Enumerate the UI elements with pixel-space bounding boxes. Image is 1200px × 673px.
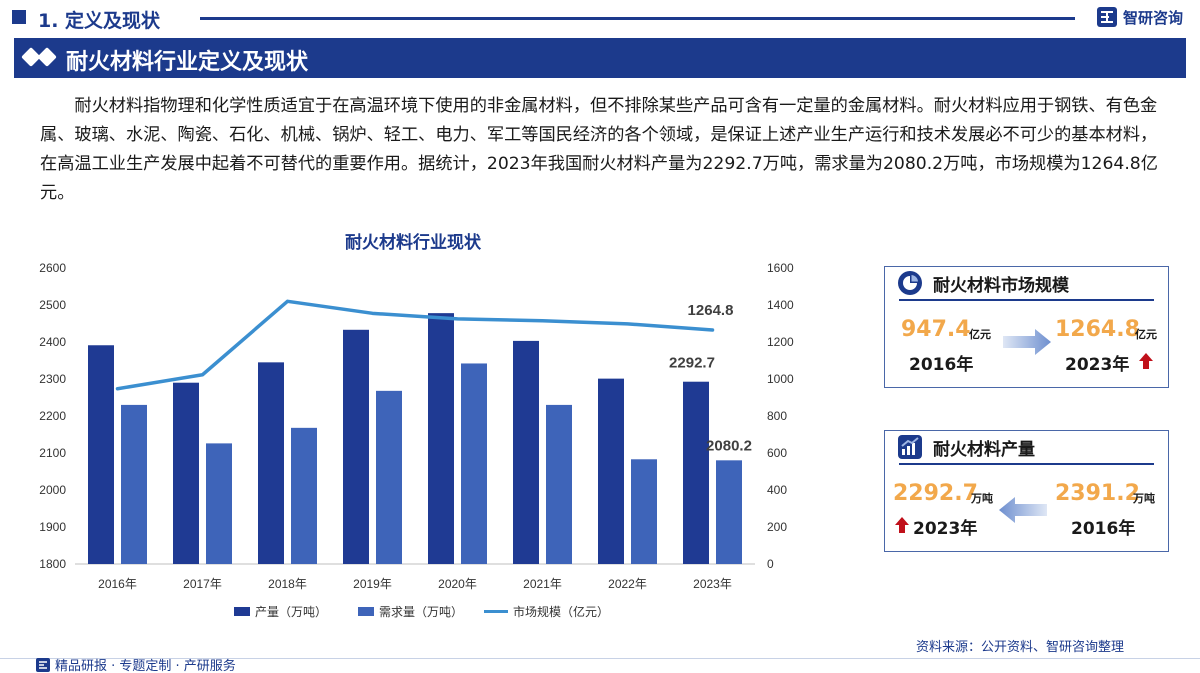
right-tick-label: 0 [767,557,774,571]
output-card-title: 耐火材料产量 [933,439,1035,460]
output-2016-unit: 万吨 [1133,492,1155,505]
footer-tagline: 精品研报 · 专题定制 · 产研服务 [36,655,236,673]
output-2016-value: 2391.2 [1055,481,1140,506]
production-bar [343,329,369,564]
source-note: 资料来源：公开资料、智研咨询整理 [916,640,1125,655]
output-2023-unit: 万吨 [971,492,993,505]
zhiyan-logo-icon [1097,7,1117,27]
production-bar [88,345,114,564]
left-tick-label: 2000 [39,483,66,497]
legend-swatch-demand [358,607,374,616]
x-tick-label: 2021年 [523,577,562,591]
market-size-line [115,299,715,391]
market-2023-unit: 亿元 [1135,328,1157,341]
top-bar: 1. 定义及现状 智研咨询 [0,0,1200,38]
demand-last-label: 2080.2 [706,437,752,454]
left-tick-label: 2600 [39,261,66,275]
x-tick-label: 2020年 [438,577,477,591]
flow-arrow-icon [1003,329,1051,355]
x-tick-label: 2016年 [98,577,137,591]
diamond-icon [37,47,57,67]
zhiyan-logo-icon [36,657,50,672]
up-arrow-icon [895,517,909,533]
card-divider [899,299,1154,301]
left-tick-label: 2500 [39,298,66,312]
production-bar [173,382,199,564]
brand: 智研咨询 [1096,6,1183,28]
x-tick-label: 2023年 [693,577,732,591]
bar-trend-icon [898,435,922,459]
production-bar [428,313,454,564]
right-tick-label: 1000 [767,372,794,386]
market-2016-value: 947.4 [901,317,971,342]
market-2016-year: 2016年 [909,355,974,375]
legend-swatch-production [234,607,250,616]
legend-label-production: 产量（万吨） [255,605,327,619]
tagline-text: 精品研报 · 专题定制 · 产研服务 [55,659,236,673]
demand-bar [121,404,147,564]
demand-bar [716,460,742,564]
right-tick-label: 200 [767,520,787,534]
market-2023-year: 2023年 [1065,355,1130,375]
legend-label-demand: 需求量（万吨） [379,605,463,619]
x-tick-label: 2022年 [608,577,647,591]
production-bar [258,362,284,564]
production-last-label: 2292.7 [669,355,715,372]
right-tick-label: 400 [767,483,787,497]
left-tick-label: 2300 [39,372,66,386]
chart-title: 耐火材料行业现状 [345,233,481,253]
demand-bar [546,404,572,564]
demand-bar [206,443,232,564]
left-tick-label: 2100 [39,446,66,460]
left-tick-label: 2200 [39,409,66,423]
right-tick-label: 1200 [767,335,794,349]
market-size-card: 耐火材料市场规模 947.4 亿元 2016年 1264.8 亿元 2023年 [884,266,1169,388]
right-tick-label: 1600 [767,261,794,275]
market-last-label: 1264.8 [688,302,734,319]
x-tick-label: 2018年 [268,577,307,591]
left-tick-label: 1900 [39,520,66,534]
card-divider [899,463,1154,465]
market-2023-value: 1264.8 [1055,317,1140,342]
output-2023-value: 2292.7 [893,481,978,506]
production-bar [513,340,539,564]
output-2023-year: 2023年 [913,519,978,539]
section-marker-icon [12,10,26,24]
right-tick-label: 1400 [767,298,794,312]
left-tick-label: 1800 [39,557,66,571]
right-tick-label: 600 [767,446,787,460]
demand-bar [376,390,402,564]
section-title: 1. 定义及现状 [38,10,161,32]
flow-arrow-icon [999,497,1047,523]
market-2016-unit: 亿元 [969,328,991,341]
demand-bar [291,427,317,564]
up-arrow-icon [1139,353,1153,369]
x-tick-label: 2017年 [183,577,222,591]
left-tick-label: 2400 [39,335,66,349]
demand-bar [461,363,487,564]
output-2016-year: 2016年 [1071,519,1136,539]
brand-name: 智研咨询 [1123,8,1184,27]
market-card-title: 耐火材料市场规模 [933,275,1069,296]
title-banner: 耐火材料行业定义及现状 [14,38,1186,78]
production-bar [683,381,709,564]
pie-chart-icon [898,271,922,295]
production-bar [598,378,624,564]
combo-chart: 1800 1900 2000 2100 2200 2300 2400 2500 2600 0 200… [39,261,794,619]
x-tick-label: 2019年 [353,577,392,591]
output-card: 耐火材料产量 2292.7 万吨 2023年 2391.2 万吨 2016年 [884,430,1169,552]
demand-bar [631,459,657,564]
section-rule [200,17,1075,20]
legend-label-market: 市场规模（亿元） [513,604,609,619]
footer-rule [0,658,1200,659]
banner-title: 耐火材料行业定义及现状 [66,50,309,75]
right-tick-label: 800 [767,409,787,423]
intro-paragraph: 耐火材料指物理和化学性质适宜于在高温环境下使用的非金属材料，但不排除某些产品可含… [40,96,1158,203]
